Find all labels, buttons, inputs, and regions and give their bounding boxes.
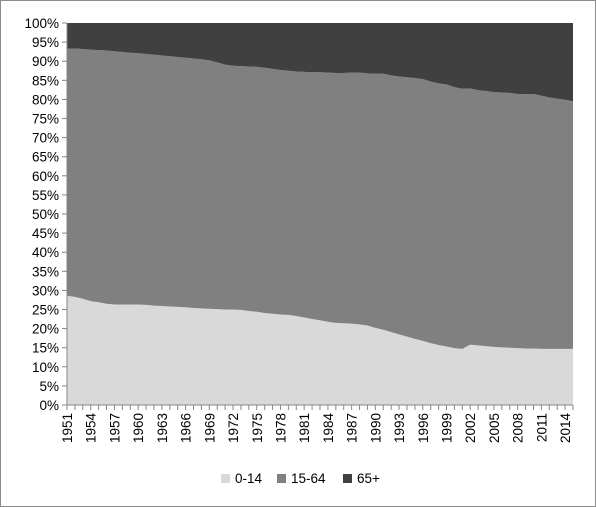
area-series-0-14 (67, 295, 573, 405)
y-tick-label: 5% (39, 379, 59, 394)
x-tick-label: 1954 (84, 413, 99, 444)
legend-label-15-64: 15-64 (291, 471, 326, 486)
y-tick-label: 0% (39, 398, 59, 413)
y-tick-label: 20% (32, 322, 59, 337)
legend-label-65plus: 65+ (357, 471, 380, 486)
y-tick-label: 45% (32, 226, 59, 241)
y-tick-label: 25% (32, 303, 59, 318)
y-tick-label: 90% (32, 54, 59, 69)
y-tick-label: 55% (32, 188, 59, 203)
legend-swatch-15-64 (277, 474, 286, 483)
y-tick-label: 30% (32, 283, 59, 298)
y-tick-label: 85% (32, 73, 59, 88)
legend-label-0-14: 0-14 (235, 471, 263, 486)
y-tick-label: 40% (32, 245, 59, 260)
legend: 0-14 15-64 65+ (221, 471, 380, 486)
area-series-65plus (67, 23, 573, 102)
x-tick-label: 1993 (392, 413, 407, 443)
x-tick-label: 1987 (345, 413, 360, 443)
legend-swatch-65plus (343, 474, 352, 483)
x-tick-label: 2008 (511, 413, 526, 443)
y-tick-label: 70% (32, 131, 59, 146)
y-axis: 0% 5% 10% 15% 20% 25% 30% 35% 40% 45% 50% 55% 60% 65%… (24, 16, 68, 413)
y-tick-label: 60% (32, 169, 59, 184)
y-tick-label: 15% (32, 341, 59, 356)
x-tick-label: 1978 (273, 413, 288, 443)
x-tick-label: 1969 (202, 413, 217, 443)
x-tick-label: 2002 (463, 413, 478, 443)
x-tick-label: 1975 (250, 413, 265, 443)
x-tick-label: 1990 (368, 413, 383, 443)
x-tick-label: 1957 (107, 413, 122, 443)
x-axis: 1951 1954 1957 1960 1963 1966 1969 1972 1975 1978… (60, 404, 574, 444)
plot-areas (67, 23, 573, 405)
y-tick-label: 100% (24, 16, 59, 31)
x-tick-label: 1960 (131, 413, 146, 443)
y-tick-label: 65% (32, 150, 59, 165)
x-tick-label: 1966 (179, 413, 194, 443)
x-tick-label: 2011 (534, 413, 549, 442)
y-tick-label: 10% (32, 360, 59, 375)
y-tick-label: 80% (32, 92, 59, 107)
y-tick-label: 35% (32, 264, 59, 279)
x-tick-label: 2005 (487, 413, 502, 443)
area-series-15-64 (67, 48, 573, 349)
x-tick-label: 1981 (297, 413, 312, 443)
y-tick-label: 95% (32, 35, 59, 50)
legend-swatch-0-14 (221, 474, 230, 483)
x-tick-label: 1972 (226, 413, 241, 443)
x-tick-label: 1996 (416, 413, 431, 443)
x-tick-label: 2014 (558, 413, 573, 444)
x-tick-label: 1951 (60, 413, 75, 443)
y-tick-label: 75% (32, 112, 59, 127)
y-tick-label: 50% (32, 207, 59, 222)
x-tick-label: 1984 (321, 413, 336, 444)
x-tick-label: 1999 (440, 413, 455, 443)
x-tick-label: 1963 (155, 413, 170, 443)
